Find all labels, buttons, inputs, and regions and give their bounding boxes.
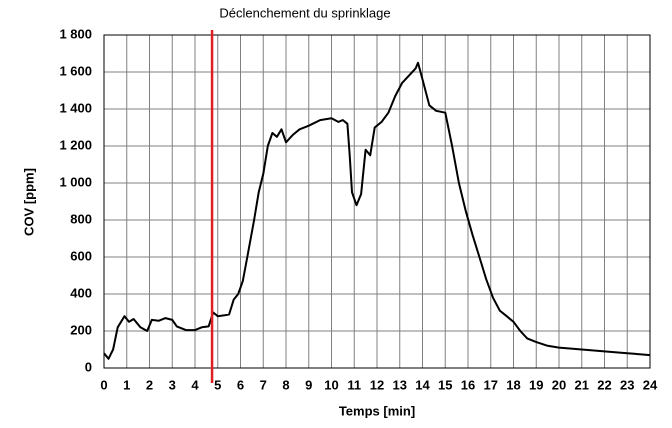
y-tick-label: 1 400	[59, 100, 92, 115]
x-tick-label: 19	[529, 377, 543, 392]
x-tick-label: 3	[169, 377, 176, 392]
x-tick-label: 8	[282, 377, 289, 392]
x-tick-label: 0	[100, 377, 107, 392]
annotation-text: Déclenchement du sprinklage	[219, 5, 390, 20]
x-tick-label: 24	[643, 377, 658, 392]
y-tick-label: 200	[70, 322, 92, 337]
x-tick-label: 18	[506, 377, 520, 392]
x-tick-label: 1	[123, 377, 130, 392]
data-line	[103, 61, 651, 360]
x-tick-label: 21	[575, 377, 589, 392]
y-tick-label: 400	[70, 285, 92, 300]
x-tick-label: 9	[305, 377, 312, 392]
y-tick-label: 600	[70, 248, 92, 263]
x-axis-label: Temps [min]	[339, 403, 415, 418]
plot-border	[103, 34, 651, 369]
x-tick-label: 4	[191, 377, 199, 392]
y-tick-label: 1 200	[59, 137, 92, 152]
x-tick-label: 17	[484, 377, 498, 392]
x-tick-label: 16	[461, 377, 475, 392]
y-tick-label: 1 800	[59, 26, 92, 41]
x-tick-label: 11	[347, 377, 361, 392]
x-tick-label: 13	[393, 377, 407, 392]
y-axis-label: COV [ppm]	[21, 168, 36, 236]
x-tick-label: 5	[214, 377, 221, 392]
x-tick-label: 7	[260, 377, 267, 392]
y-tick-label: 1 600	[59, 63, 92, 78]
x-tick-label: 15	[438, 377, 452, 392]
x-tick-label: 23	[620, 377, 634, 392]
x-tick-label: 14	[415, 377, 430, 392]
x-tick-label: 6	[237, 377, 244, 392]
x-tick-label: 20	[552, 377, 566, 392]
x-tick-label: 2	[146, 377, 153, 392]
x-tick-label: 10	[324, 377, 338, 392]
y-tick-label: 1 000	[59, 174, 92, 189]
x-tick-label: 22	[597, 377, 611, 392]
y-tick-label: 0	[85, 359, 92, 374]
y-tick-label: 800	[70, 211, 92, 226]
x-tick-label: 12	[370, 377, 384, 392]
